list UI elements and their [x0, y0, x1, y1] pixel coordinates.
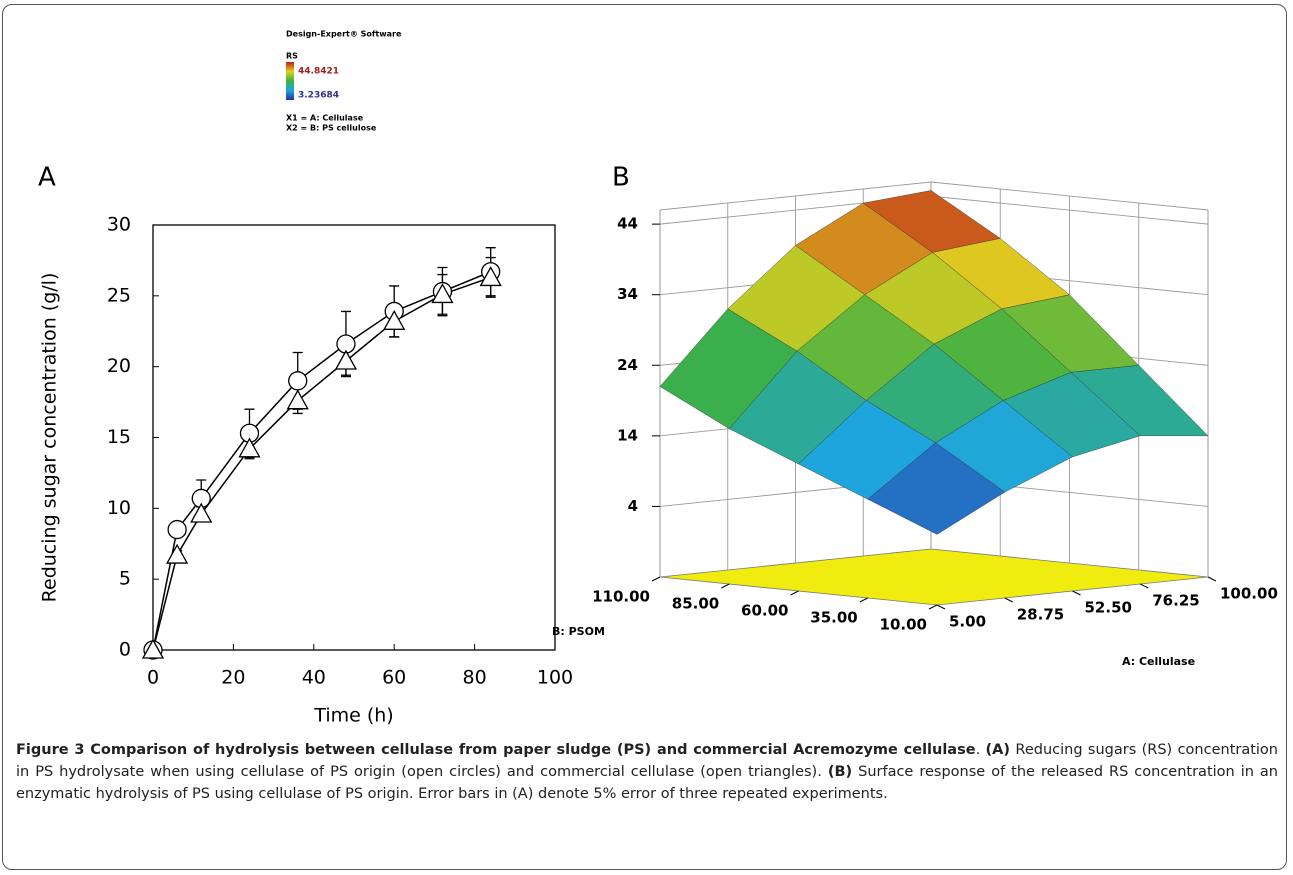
- series-line: [152, 276, 491, 651]
- legend-low: 3.23684: [298, 91, 339, 101]
- marker: [286, 389, 309, 410]
- panel-label: A: [38, 163, 56, 193]
- x-tick-label: 20: [221, 667, 245, 689]
- plot-frame: [152, 224, 556, 651]
- figure-frame: [2, 4, 1287, 870]
- z-tick-label: 34: [617, 285, 638, 303]
- legend-x2: X2 = B: PS cellulose: [286, 124, 377, 133]
- x-tick-label: 28.75: [1017, 606, 1064, 624]
- y-tick-label: 5: [119, 568, 131, 590]
- y-tick-label: 15: [107, 426, 131, 448]
- z-tick-label: 14: [617, 426, 638, 444]
- marker: [479, 266, 502, 287]
- marker: [383, 309, 406, 330]
- x-tick-label: 100.00: [1220, 585, 1278, 603]
- y-tick-label: 25: [107, 284, 131, 306]
- x-axis-label: Time (h): [313, 705, 393, 727]
- y-tick-label: 60.00: [741, 602, 788, 620]
- x-tick-label: 5.00: [949, 613, 986, 631]
- legend-colorbar: [286, 62, 294, 100]
- marker: [190, 502, 213, 523]
- y-tick: [928, 604, 938, 610]
- series-line: [152, 271, 491, 651]
- figure: A 0 20 40 60 80 100 0 5 10 15 20 25 30 Time (h) Reducin…: [38, 30, 1278, 727]
- x-tick-label: 52.50: [1085, 599, 1132, 617]
- legend-software: Design-Expert® Software: [286, 30, 402, 39]
- y-tick-label: 10.00: [880, 616, 927, 634]
- y-tick: [721, 583, 730, 589]
- x-tick: [1140, 583, 1149, 589]
- surface-cell: [867, 442, 1006, 535]
- y-axis-label: B: PSOM: [552, 625, 605, 638]
- y-tick-label: 35.00: [810, 609, 857, 627]
- y-tick-label: 85.00: [672, 595, 719, 613]
- x-tick: [1207, 576, 1217, 582]
- x-tick-label: 80: [463, 667, 487, 689]
- z-tick-label: 44: [617, 215, 638, 233]
- x-tick-label: 0: [147, 667, 159, 689]
- x-tick-label: 100: [537, 667, 573, 689]
- y-tick: [859, 597, 868, 603]
- y-tick-label: 0: [119, 639, 131, 661]
- y-tick: [651, 576, 661, 582]
- x-tick: [1072, 590, 1081, 596]
- caption-text: (A): [985, 742, 1011, 758]
- x-tick-label: 76.25: [1152, 592, 1199, 610]
- caption-text: (B): [827, 764, 853, 780]
- caption-text: Reducing sugars (RS) concentration in PS…: [16, 742, 1278, 780]
- caption-text: .: [975, 742, 986, 758]
- z-tick-label: 24: [617, 356, 638, 374]
- y-tick-label: 30: [107, 214, 131, 236]
- y-tick-label: 110.00: [592, 588, 650, 606]
- panel-label: B: [612, 163, 630, 193]
- legend-x1: X1 = A: Cellulase: [286, 114, 364, 123]
- wall-grid-line: [930, 195, 1209, 225]
- marker: [167, 519, 187, 540]
- x-tick: [936, 604, 946, 610]
- x-tick-label: 60: [382, 667, 406, 689]
- y-tick-label: 20: [107, 355, 131, 377]
- legend-name: RS: [286, 52, 298, 61]
- x-axis-label: A: Cellulase: [1122, 655, 1195, 668]
- marker: [288, 371, 308, 391]
- legend-high: 44.8421: [298, 67, 339, 77]
- caption-text: Surface response of the released RS conc…: [16, 764, 1278, 802]
- marker: [431, 283, 454, 304]
- marker: [238, 437, 261, 458]
- x-tick: [1004, 597, 1013, 603]
- caption: Figure 3 Comparison of hydrolysis betwee…: [16, 739, 1278, 805]
- z-tick-label: 4: [628, 497, 638, 515]
- floor: [659, 548, 1209, 606]
- marker: [334, 349, 358, 370]
- y-axis-label: Reducing sugar concentration (g/l): [39, 273, 61, 603]
- marker: [166, 543, 189, 564]
- y-tick: [790, 590, 799, 596]
- y-tick-label: 10: [107, 497, 131, 519]
- caption-text: Figure 3 Comparison of hydrolysis betwee…: [16, 742, 976, 758]
- x-tick-label: 40: [302, 667, 326, 689]
- marker: [141, 638, 165, 659]
